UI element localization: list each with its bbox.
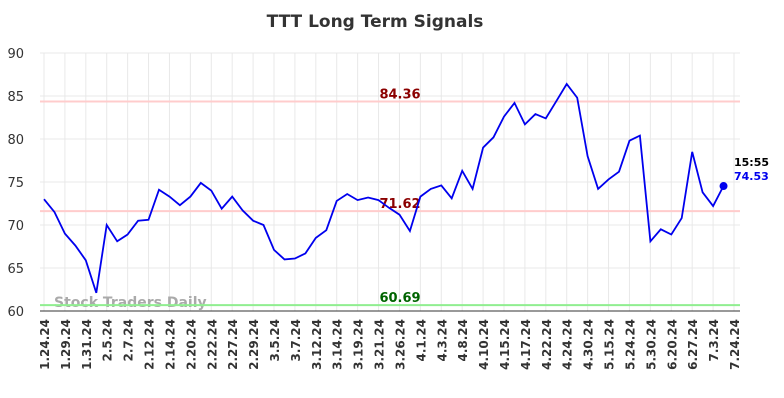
- x-tick-label: 4.24.24: [561, 319, 575, 370]
- y-tick-label: 70: [7, 219, 24, 234]
- y-tick-label: 75: [7, 176, 24, 191]
- y-tick-label: 60: [7, 305, 24, 320]
- x-tick-label: 4.15.24: [498, 319, 512, 370]
- x-tick-label: 2.12.24: [143, 319, 157, 370]
- x-tick-label: 1.29.24: [59, 319, 73, 370]
- x-tick-label: 2.14.24: [163, 319, 177, 370]
- signal-label: 84.36: [379, 88, 420, 103]
- x-tick-label: 4.3.24: [435, 319, 449, 362]
- x-tick-label: 2.7.24: [122, 319, 136, 362]
- x-tick-label: 7.24.24: [728, 319, 742, 370]
- x-tick-label: 3.21.24: [373, 319, 387, 370]
- y-tick-label: 65: [7, 262, 24, 277]
- x-tick-label: 5.15.24: [603, 319, 617, 370]
- x-tick-label: 3.7.24: [289, 319, 303, 362]
- x-tick-label: 2.20.24: [184, 319, 198, 370]
- last-time: 15:55: [734, 156, 769, 169]
- x-tick-label: 2.29.24: [247, 319, 261, 370]
- x-tick-label: 5.30.24: [644, 319, 658, 370]
- x-tick-label: 4.17.24: [519, 319, 533, 370]
- x-tick-label: 5.24.24: [623, 319, 637, 370]
- last-point: [719, 182, 728, 191]
- x-tick-label: 3.5.24: [268, 319, 282, 362]
- x-tick-label: 4.8.24: [456, 319, 470, 362]
- x-tick-label: 6.27.24: [686, 319, 700, 370]
- last-value: 74.53: [734, 170, 769, 183]
- x-tick-label: 2.22.24: [205, 319, 219, 370]
- x-tick-label: 3.12.24: [310, 319, 324, 370]
- x-tick-label: 1.24.24: [38, 319, 52, 370]
- x-tick-label: 3.19.24: [352, 319, 366, 370]
- x-tick-label: 6.20.24: [665, 319, 679, 370]
- y-tick-label: 80: [7, 133, 24, 148]
- x-tick-label: 1.31.24: [80, 319, 94, 370]
- x-tick-label: 4.30.24: [582, 319, 596, 370]
- x-tick-label: 4.10.24: [477, 319, 491, 370]
- x-tick-label: 3.26.24: [393, 319, 407, 370]
- y-tick-label: 85: [7, 90, 24, 105]
- x-tick-label: 4.1.24: [414, 319, 428, 362]
- x-tick-label: 2.27.24: [226, 319, 240, 370]
- chart-title: TTT Long Term Signals: [267, 12, 484, 32]
- price-line: [43, 82, 725, 294]
- x-tick-label: 2.5.24: [101, 319, 115, 362]
- x-tick-label: 4.22.24: [540, 319, 554, 370]
- signal-label: 60.69: [379, 291, 420, 306]
- watermark: Stock Traders Daily: [54, 295, 207, 311]
- x-tick-label: 3.14.24: [331, 319, 345, 370]
- x-tick-label: 7.3.24: [707, 319, 721, 362]
- y-tick-label: 90: [7, 47, 24, 62]
